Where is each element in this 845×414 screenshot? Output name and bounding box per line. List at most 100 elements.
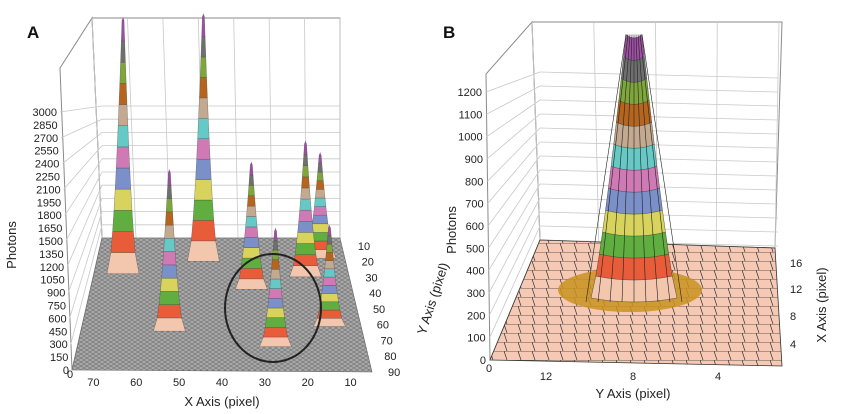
peak: [313, 224, 346, 327]
peak-band: [321, 285, 338, 294]
peak-band: [320, 293, 339, 302]
panel-a-x-axis-title: X Axis (pixel): [184, 394, 259, 409]
panel-b-z-tick-label: 500: [466, 243, 484, 255]
peak-tip: [121, 17, 124, 21]
panel-a-x-tick-label: 40: [216, 377, 228, 389]
panel-b-grid-line: [488, 183, 541, 271]
peak-band: [263, 327, 288, 338]
peak-band: [244, 226, 259, 238]
peak-band: [167, 171, 172, 186]
panel-b-z-tick-label: 300: [467, 288, 485, 300]
panel-a-grid-line: [69, 211, 103, 319]
peak-band: [299, 198, 312, 211]
panel-a-grid-line: [61, 118, 103, 139]
panel-a-y-tick-label: 60: [377, 320, 389, 332]
panel-b-grid-line: [715, 21, 718, 247]
panel-a-z-tick-label: 1950: [37, 197, 61, 209]
panel-a-z-tick-label: 3000: [33, 107, 57, 119]
peak-mesh-line: [639, 34, 671, 303]
peak-band: [243, 237, 260, 248]
panel-a-z-tick-label: 1200: [40, 262, 64, 274]
panel-b-grid-line: [487, 155, 541, 227]
peak-mesh-line: [585, 34, 627, 303]
panel-a-y-tick-label: 40: [369, 288, 381, 300]
peak-band: [268, 288, 283, 299]
panel-b-x-tick-label: 12: [790, 284, 802, 296]
panel-b-z-tick-label: 600: [466, 221, 484, 233]
peak-band: [164, 224, 175, 239]
panel-b-grid-line: [531, 21, 541, 241]
peak-band: [162, 251, 177, 266]
panel-a-z-tick-label: 1500: [39, 236, 63, 248]
panel-b-x-ticks: 4 8 12 16: [790, 258, 802, 351]
panel-b-z-tick-label: 900: [465, 154, 483, 166]
panel-b-y-ticks: 12 8 4 0: [486, 363, 721, 383]
panel-a-y-tick-label: 70: [380, 335, 392, 347]
panel-a-x-tick-label: 10: [344, 377, 356, 389]
panel-a-z-axis-title: Photons: [4, 221, 19, 269]
peak-mesh-line: [621, 34, 633, 303]
panel-a-grid-line: [68, 198, 103, 293]
peak: [153, 169, 186, 332]
panel-b-grid-line: [486, 85, 541, 115]
panel-b-grid-line: [539, 71, 779, 79]
peak-band: [191, 220, 216, 242]
peak-band: [194, 179, 213, 201]
panel-a-y-ticks: 10 20 30 40 50 60 70 80 90: [358, 241, 400, 379]
panel-b-z-tick-label: 1200: [458, 87, 482, 99]
peak-band: [199, 77, 208, 99]
peak-band: [247, 195, 256, 207]
peak-band: [192, 199, 214, 221]
panel-b-grid-line: [539, 113, 779, 121]
peak-band: [272, 240, 279, 251]
peak-band: [315, 180, 325, 190]
peak: [235, 161, 268, 290]
panel-b-y-tick-label: 12: [540, 371, 552, 383]
peak: [187, 13, 220, 262]
peak-band: [316, 172, 324, 181]
panel-a-grid-line: [65, 171, 103, 242]
panel-a-x-tick-label: 50: [173, 377, 185, 389]
peak-band: [312, 215, 329, 224]
panel-a-z-tick-label: 2550: [34, 146, 58, 158]
peak-band: [266, 307, 285, 318]
panel-a-z-tick-label: 1350: [39, 249, 63, 261]
peak-band: [270, 269, 281, 280]
peak-band: [313, 206, 328, 216]
panel-b-grid-line: [539, 99, 779, 107]
panel-b-z-tick-label: 800: [465, 176, 483, 188]
panel-b-grid-line: [539, 127, 779, 135]
peak-band: [195, 159, 212, 180]
panel-b-z-axis-title: Photons: [444, 206, 459, 254]
peak-band: [317, 163, 323, 173]
peak-band: [303, 143, 308, 155]
panel-b-z-tick-label: 400: [466, 266, 484, 278]
panel-a-grid-line: [66, 185, 103, 267]
peak-band: [259, 336, 292, 347]
peak-band: [248, 174, 254, 186]
peak-band: [158, 291, 180, 305]
panel-a-z-tick-label: 2100: [36, 184, 60, 196]
panel-b-y-tick-label: 4: [715, 371, 721, 383]
peak-band: [165, 211, 174, 226]
peak-band: [314, 197, 327, 207]
peak-band: [302, 165, 309, 177]
panel-a-x-tick-label: 30: [259, 377, 271, 389]
panel-a-grid-line: [59, 105, 103, 113]
peak-band: [269, 278, 282, 289]
panel-a-z-tick-label: 150: [50, 352, 68, 364]
peak-band: [197, 118, 210, 139]
peak-band: [301, 176, 310, 189]
panel-b: B 0 100 200 300 400 500 600 700 800 900 1000 1100 12…: [443, 20, 829, 401]
peak-band: [110, 231, 136, 253]
peak-band: [166, 185, 172, 199]
peak-band: [187, 240, 220, 262]
peak-band: [315, 189, 326, 199]
peak-band: [249, 164, 254, 176]
panel-b-grid-line: [489, 225, 541, 338]
panel-a-x-tick-label: 20: [302, 377, 314, 389]
panel-a-z-tick-label: 0: [63, 365, 69, 377]
peak-band: [297, 221, 314, 233]
panel-a-z-tick-label: 600: [48, 313, 66, 325]
panel-b-grid-line: [487, 169, 541, 249]
